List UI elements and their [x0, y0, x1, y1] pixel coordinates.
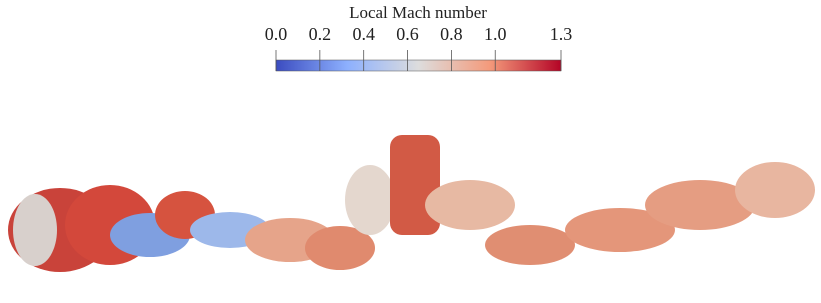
colorbar — [276, 60, 561, 71]
figure: Local Mach number 0.0 0.2 0.4 0.6 0.8 1.0 1.3 — [0, 0, 821, 303]
tick-label: 1.3 — [550, 24, 573, 44]
tick-label: 0.8 — [440, 24, 463, 44]
vortex-blob — [345, 165, 395, 235]
tick-label: 0.0 — [265, 24, 288, 44]
colorbar-title: Local Mach number — [349, 3, 487, 22]
tick-label: 0.2 — [309, 24, 332, 44]
vortex-blob — [425, 180, 515, 230]
tick-label: 0.4 — [352, 24, 375, 44]
page: Local Mach number 0.00.20.40.60.81.01.3 … — [0, 0, 821, 303]
tick-label: 1.0 — [484, 24, 507, 44]
vortex-blob — [735, 162, 815, 218]
flow-render — [8, 135, 815, 272]
tick-label: 0.6 — [396, 24, 419, 44]
vortex-blob — [485, 225, 575, 265]
vortex-blob — [390, 135, 440, 235]
vortex-blob — [13, 194, 57, 266]
